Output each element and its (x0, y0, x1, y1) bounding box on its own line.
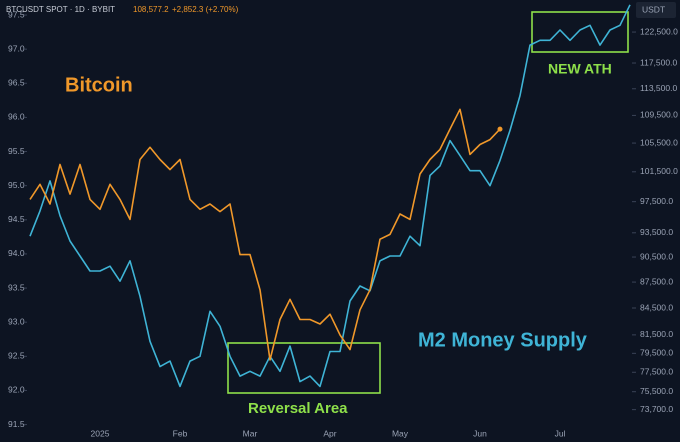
x-tick-label: Mar (243, 428, 258, 438)
y-tick-label: 94.0 (8, 248, 25, 258)
y2-tick-label: 90,500.0 (640, 251, 673, 261)
plot (29, 4, 631, 388)
y-tick-label: 97.5 (8, 9, 25, 19)
y2-tick-label: 122,500.0 (640, 26, 678, 36)
x-tick-label: Jul (555, 428, 566, 438)
y-tick-label: 96.0 (8, 112, 25, 122)
y-tick-label: 91.5 (8, 419, 25, 429)
y2-tick-label: 77,500.0 (640, 367, 673, 377)
y2-tick-label: 93,500.0 (640, 227, 673, 237)
reversal-label: Reversal Area (248, 400, 348, 417)
currency-box (636, 2, 676, 18)
x-tick-label: May (392, 428, 409, 438)
symbol: BTCUSDT SPOT · 1D · BYBIT (6, 5, 115, 14)
price: 108,577.2 (133, 5, 169, 14)
series-line (29, 108, 501, 361)
bitcoin-label: Bitcoin (65, 74, 133, 96)
y2-tick-label: 73,700.0 (640, 404, 673, 414)
y-tick-label: 95.0 (8, 180, 25, 190)
m2-label: M2 Money Supply (418, 329, 588, 351)
y-tick-label: 95.5 (8, 146, 25, 156)
y2-tick-label: 81,500.0 (640, 329, 673, 339)
y2-tick-label: 101,500.0 (640, 166, 678, 176)
y-tick-label: 93.0 (8, 316, 25, 326)
x-tick-label: Apr (323, 428, 336, 438)
y-tick-label: 94.5 (8, 214, 25, 224)
y2-tick-label: 79,500.0 (640, 348, 673, 358)
y2-tick-label: 109,500.0 (640, 110, 678, 120)
x-tick-label: Jun (473, 428, 487, 438)
price-change: +2,852.3 (+2.70%) (172, 5, 239, 14)
y2-tick-label: 97,500.0 (640, 196, 673, 206)
y-tick-label: 92.5 (8, 351, 25, 361)
y-tick-label: 97.0 (8, 43, 25, 53)
y2-tick-label: 84,500.0 (640, 302, 673, 312)
y-tick-label: 92.0 (8, 385, 25, 395)
y-tick-label: 96.5 (8, 78, 25, 88)
y2-tick-label: 75,500.0 (640, 386, 673, 396)
x-tick-label: Feb (173, 428, 188, 438)
currency: USDT (642, 4, 665, 14)
y2-tick-label: 117,500.0 (640, 57, 677, 67)
reversal-box (227, 342, 381, 394)
y2-tick-label: 87,500.0 (640, 276, 673, 286)
ath-label: NEW ATH (548, 61, 612, 77)
y-tick-label: 93.5 (8, 282, 25, 292)
last-point (497, 126, 503, 132)
y2-tick-label: 105,500.0 (640, 137, 678, 147)
x-tick-label: 2025 (91, 428, 110, 438)
ath-box (531, 11, 629, 53)
series-line (29, 4, 631, 388)
y2-tick-label: 113,500.0 (640, 83, 677, 93)
